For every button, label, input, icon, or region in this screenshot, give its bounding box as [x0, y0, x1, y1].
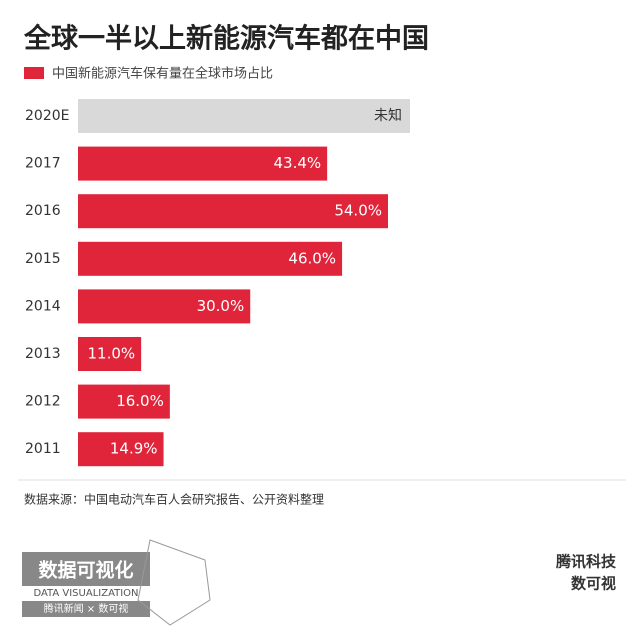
- footer-right: 腾讯科技: [555, 553, 617, 571]
- value-label: 16.0%: [116, 392, 164, 410]
- unknown-bar: [78, 99, 410, 133]
- logo-brand: 腾讯新闻 × 数可视: [44, 602, 129, 615]
- y-tick-label: 2013: [25, 346, 61, 362]
- source: 数据来源：中国电动汽车百人会研究报告、公开资料整理: [24, 492, 324, 507]
- logo-title: 数据可视化: [38, 559, 133, 582]
- logo-brand-box: [22, 601, 150, 617]
- bar: [78, 146, 328, 181]
- y-tick-label: 2017: [25, 156, 61, 172]
- bar: [78, 432, 164, 467]
- bar: [78, 241, 343, 276]
- logo-box: [22, 552, 150, 586]
- legend-swatch: [24, 67, 44, 79]
- bar: [78, 289, 251, 324]
- y-tick-label: 2011: [25, 441, 61, 457]
- bar: [78, 337, 142, 371]
- logo-subtitle: DATA VISUALIZATION: [33, 588, 138, 599]
- logo-shape: [137, 539, 211, 626]
- y-tick-label: 2014: [25, 298, 61, 314]
- bar: [78, 194, 388, 229]
- value-label: 14.9%: [110, 440, 158, 458]
- bar: [78, 384, 170, 419]
- y-tick-label: 2015: [25, 251, 61, 267]
- y-tick-label: 2016: [25, 203, 61, 219]
- chart-title: 全球一半以上新能源汽车都在中国: [23, 23, 429, 55]
- legend-label: 中国新能源汽车保有量在全球市场占比: [52, 66, 273, 82]
- value-label: 54.0%: [334, 202, 382, 220]
- value-label: 43.4%: [273, 154, 321, 172]
- value-label: 11.0%: [87, 345, 135, 363]
- value-label: 未知: [374, 107, 402, 124]
- y-tick-label: 2020E: [25, 108, 69, 124]
- footer-right: 数可视: [571, 575, 616, 593]
- value-label: 46.0%: [288, 249, 336, 267]
- y-tick-label: 2012: [25, 394, 61, 410]
- value-label: 30.0%: [197, 297, 245, 315]
